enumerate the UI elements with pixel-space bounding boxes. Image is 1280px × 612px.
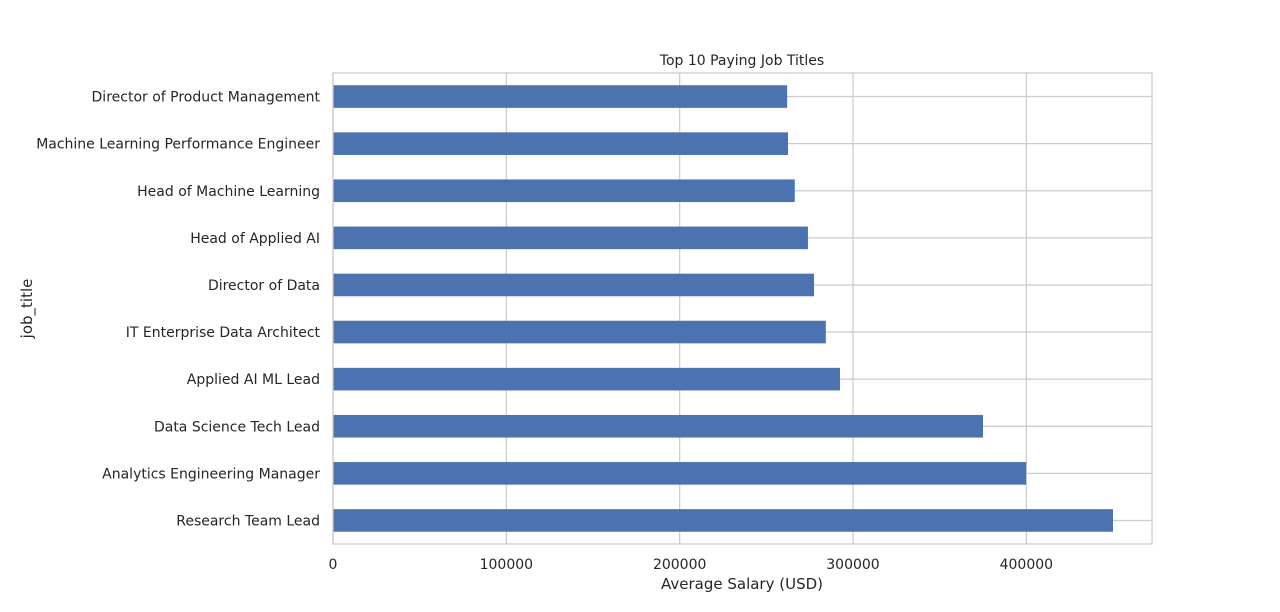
y-tick-labels: Research Team Lead Analytics Engineering … [36, 90, 320, 530]
x-tick-label: 200000 [653, 557, 706, 573]
y-tick-label: Head of Applied AI [190, 231, 320, 247]
y-axis-label: job_title [18, 279, 37, 340]
y-tick-label: Director of Data [208, 278, 320, 294]
bar-director-of-data [333, 273, 814, 297]
bar-head-of-applied-ai [333, 226, 808, 250]
x-tick-label: 400000 [1000, 557, 1053, 573]
y-tick-label: Head of Machine Learning [137, 184, 320, 200]
bar-director-of-product-management [333, 85, 788, 108]
y-tick-label: Analytics Engineering Manager [102, 466, 320, 482]
bar-applied-ai-ml-lead [333, 367, 840, 391]
bar-machine-learning-performance-engineer [333, 132, 788, 155]
y-tick-label: Director of Product Management [92, 90, 321, 106]
bar-analytics-engineering-manager [333, 462, 1027, 485]
x-tick-labels: 0 100000 200000 300000 400000 [329, 557, 1054, 573]
x-tick-label: 100000 [480, 557, 533, 573]
x-tick-label: 0 [329, 557, 338, 573]
bar-data-science-tech-lead [333, 414, 983, 438]
chart-title: Top 10 Paying Job Titles [659, 53, 824, 69]
bar-head-of-machine-learning [333, 179, 795, 203]
y-tick-label: IT Enterprise Data Architect [126, 325, 321, 341]
bar-it-enterprise-data-architect [333, 320, 826, 344]
x-tick-label: 300000 [826, 557, 879, 573]
y-tick-label: Research Team Lead [176, 513, 320, 529]
plot-frame [332, 72, 1153, 545]
bar-research-team-lead [333, 509, 1113, 532]
bars [333, 85, 1113, 532]
y-tick-label: Data Science Tech Lead [154, 419, 320, 435]
y-tick-label: Machine Learning Performance Engineer [36, 137, 320, 153]
y-tick-label: Applied AI ML Lead [187, 372, 320, 388]
x-axis-label: Average Salary (USD) [661, 575, 823, 593]
